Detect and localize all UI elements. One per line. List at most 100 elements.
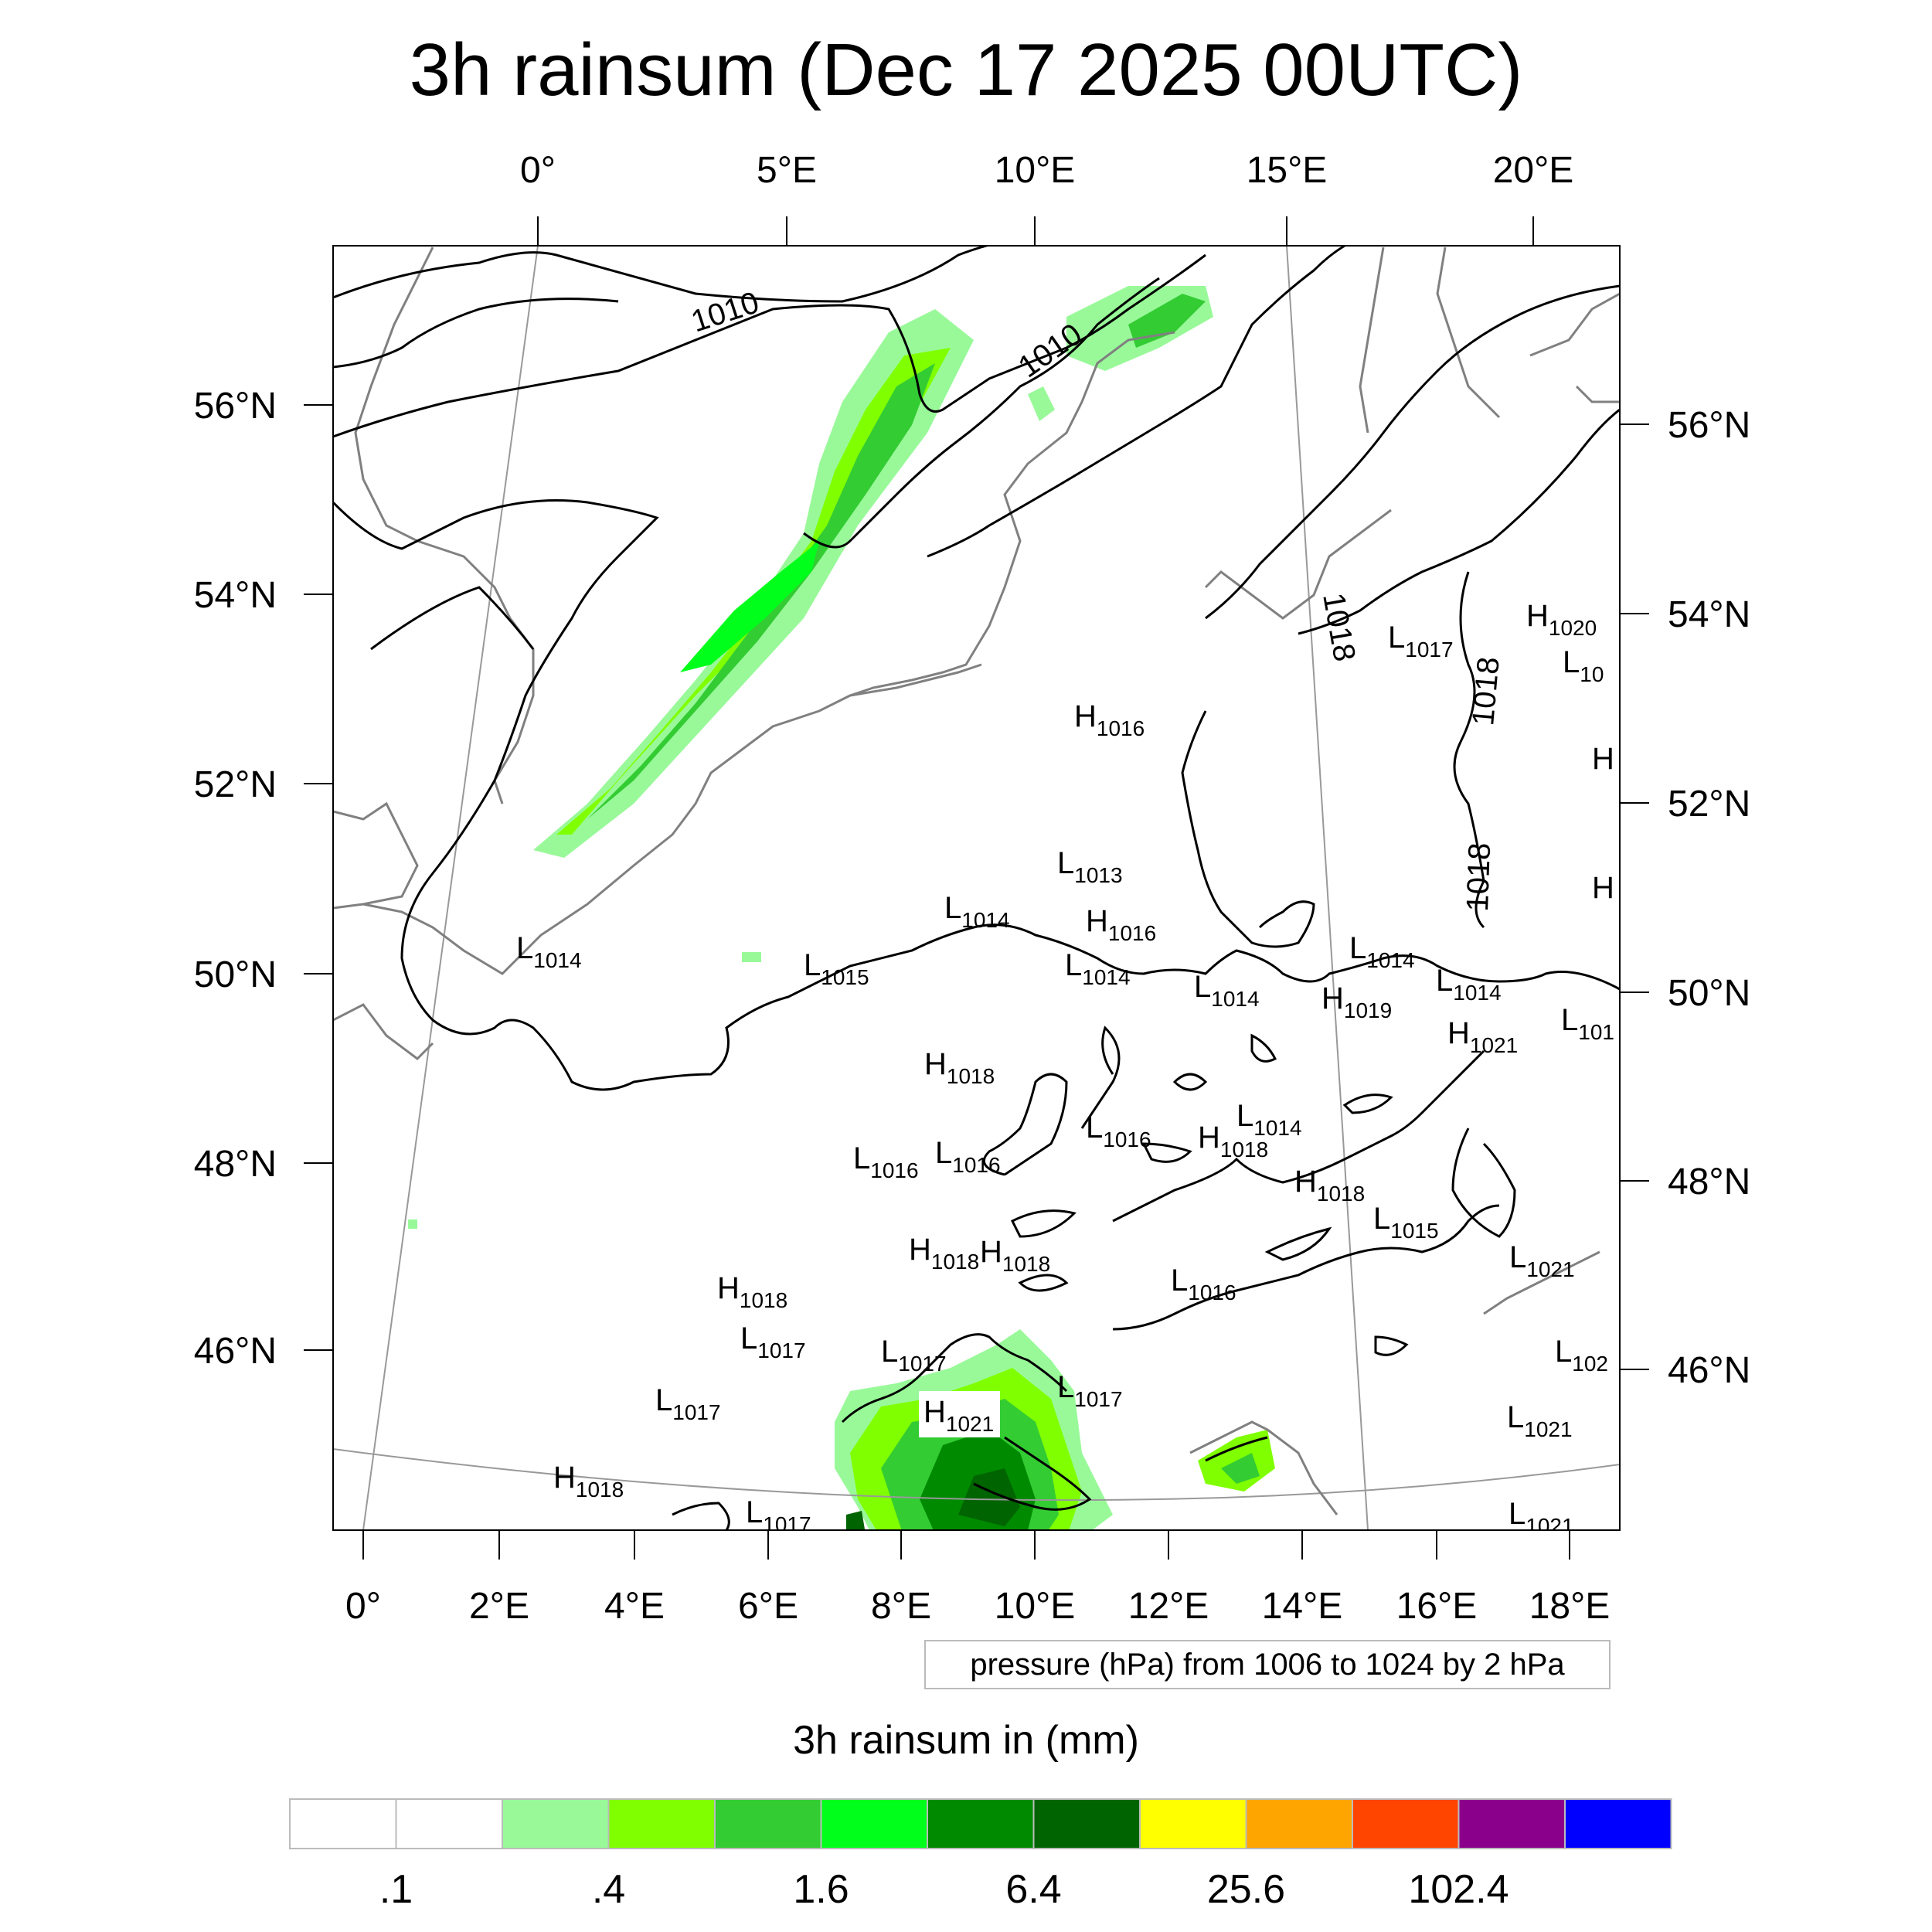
pressure-center-label: L101 [1561, 1003, 1614, 1044]
pressure-center-label: H1018 [1294, 1165, 1365, 1206]
colorbar-box [1139, 1798, 1247, 1849]
label-background [919, 1391, 1000, 1437]
pressure-center-label: L1014 [516, 931, 582, 972]
precipitation-shading [408, 286, 1275, 1530]
pressure-center-label: L1015 [804, 948, 869, 989]
graticule [333, 246, 1620, 1530]
isobars [333, 246, 1620, 1530]
pressure-center-label: L1014 [944, 891, 1010, 932]
pressure-center-label: H1019 [1321, 981, 1392, 1022]
bottom-lon-label: 4°E [604, 1586, 665, 1627]
pressure-center-label: H1021 [1447, 1016, 1518, 1057]
pressure-note: pressure (hPa) from 1006 to 1024 by 2 hP… [924, 1640, 1611, 1689]
left-lat-label: 54°N [194, 575, 277, 616]
left-lat-label: 56°N [194, 386, 277, 427]
bottom-lon-label: 10°E [995, 1586, 1076, 1627]
colorbar-box [1245, 1798, 1353, 1849]
top-lon-label: 0° [520, 150, 556, 191]
pressure-center-label: H [1592, 871, 1614, 905]
bottom-lon-labels: 0° 2°E 4°E 6°E 8°E 10°E 12°E 14°E 16°E 1… [345, 1586, 1610, 1627]
right-lat-label: 54°N [1668, 594, 1750, 635]
pressure-center-label: H1018 [924, 1047, 995, 1088]
left-lat-labels: 56°N 54°N 52°N 50°N 48°N 46°N [194, 386, 277, 1372]
top-lon-label: 5°E [757, 150, 817, 191]
plot-frame [332, 245, 1621, 1531]
bottom-lon-label: 16°E [1396, 1586, 1478, 1627]
colorbar-box [1352, 1798, 1460, 1849]
colorbar-box [1032, 1798, 1141, 1849]
contour-label: 1018 [1466, 655, 1506, 726]
map-title: 3h rainsum (Dec 17 2025 00UTC) [409, 29, 1523, 111]
top-lon-labels: 0° 5°E 10°E 15°E 20°E [520, 150, 1573, 191]
bottom-lon-label: 6°E [738, 1586, 798, 1627]
pressure-center-label: L1014 [1236, 1099, 1302, 1140]
colorbar-label: 102.4 [1408, 1867, 1509, 1912]
pressure-center-label: H1018 [553, 1461, 624, 1502]
colorbar-box [1564, 1798, 1672, 1849]
colorbar-box [1458, 1798, 1566, 1849]
right-lat-labels: 56°N 54°N 52°N 50°N 48°N 46°N [1668, 405, 1750, 1391]
colorbar-label: .1 [379, 1867, 413, 1912]
right-lat-label: 50°N [1668, 973, 1750, 1014]
left-lat-label: 50°N [194, 954, 277, 995]
colorbar-label: 1.6 [793, 1867, 849, 1912]
colorbar-box [820, 1798, 928, 1849]
colorbar-box [714, 1798, 822, 1849]
pressure-center-label: L1021 [1507, 1400, 1573, 1441]
pressure-center-label: L1014 [1065, 948, 1131, 989]
right-lat-label: 52°N [1668, 784, 1750, 825]
pressure-center-label: L1014 [1194, 970, 1260, 1011]
colorbar-box [927, 1798, 1035, 1849]
right-lat-label: 56°N [1668, 405, 1750, 446]
pressure-center-label: H1018 [717, 1271, 787, 1312]
pressure-center-label: L1016 [1171, 1264, 1236, 1304]
left-lat-label: 52°N [194, 764, 277, 805]
pressure-center-label: L10 [1563, 645, 1604, 686]
colorbar-label: .4 [592, 1867, 625, 1912]
pressure-center-label: H1016 [1074, 699, 1145, 740]
top-lon-label: 10°E [995, 150, 1076, 191]
left-lat-label: 48°N [194, 1144, 277, 1185]
pressure-center-label: H1020 [1526, 599, 1597, 640]
left-lat-label: 46°N [194, 1331, 277, 1372]
pressure-center-label: L1017 [746, 1495, 811, 1536]
pressure-center-label: L1017 [1057, 1370, 1123, 1411]
pressure-center-label: L1014 [1436, 964, 1502, 1005]
pressure-center-label: L1021 [1509, 1240, 1575, 1281]
colorbar-label: 25.6 [1207, 1867, 1285, 1912]
right-lat-label: 48°N [1668, 1162, 1750, 1202]
colorbar-box [289, 1798, 397, 1849]
right-lat-label: 46°N [1668, 1350, 1750, 1391]
bottom-lon-label: 12°E [1128, 1586, 1209, 1627]
colorbar: .1 .4 1.6 6.4 25.6 102.4 [289, 1798, 1672, 1912]
pressure-center-label: L1014 [1349, 931, 1415, 972]
pressure-center-label: L1016 [1086, 1111, 1151, 1151]
contour-label: 1018 [1461, 842, 1497, 912]
contour-label: 1018 [1316, 590, 1362, 664]
axis-ticks [304, 216, 1649, 1560]
bottom-lon-label: 2°E [469, 1586, 529, 1627]
bottom-lon-label: 0° [345, 1586, 381, 1627]
pressure-center-label: H1018 [909, 1233, 979, 1274]
colorbar-box [502, 1798, 610, 1849]
pressure-center-label: L1015 [1373, 1202, 1439, 1243]
bottom-lon-label: 8°E [871, 1586, 931, 1627]
pressure-center-label: H [1592, 742, 1614, 776]
pressure-center-label: H1016 [1086, 904, 1156, 945]
top-lon-label: 15°E [1247, 150, 1328, 191]
top-lon-label: 20°E [1493, 150, 1574, 191]
pressure-center-label: L1016 [935, 1136, 1001, 1177]
pressure-centers: L1014 L1015L1014L1013H1016L1014H1016L1014… [516, 599, 1614, 1538]
colorbar-box [607, 1798, 716, 1849]
pressure-center-label: L1021 [1509, 1497, 1574, 1538]
pressure-center-label: L1017 [881, 1335, 947, 1376]
pressure-center-label: L1017 [655, 1383, 721, 1424]
pressure-center-label: L1017 [1388, 621, 1454, 662]
bottom-lon-label: 18°E [1529, 1586, 1611, 1627]
colorbar-label: 6.4 [1005, 1867, 1061, 1912]
colorbar-title: 3h rainsum in (mm) [793, 1718, 1139, 1763]
pressure-center-label: L102 [1555, 1335, 1608, 1376]
colorbar-box [395, 1798, 503, 1849]
